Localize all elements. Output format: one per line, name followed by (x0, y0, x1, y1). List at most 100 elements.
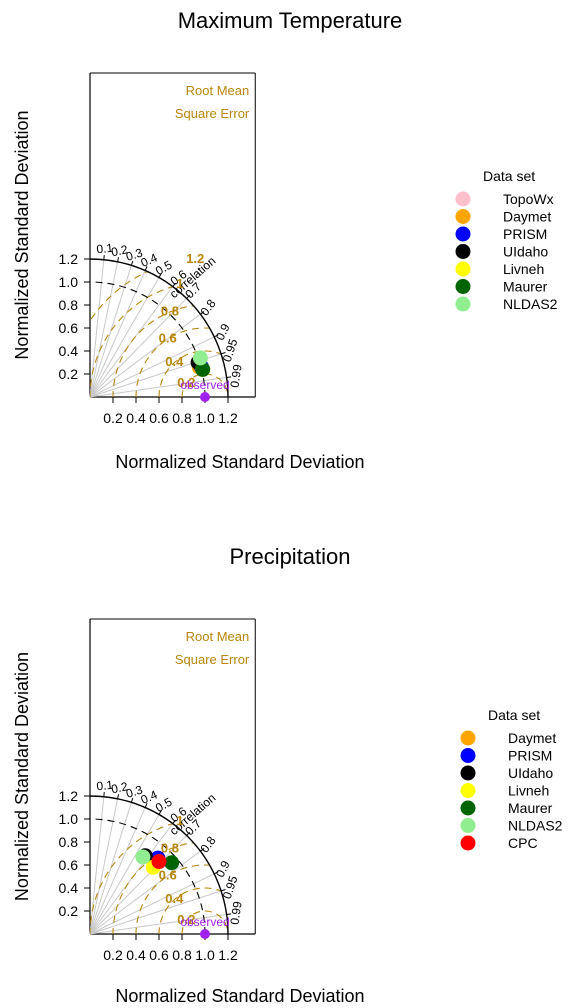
observed-label: observed (180, 378, 229, 392)
observed-label: observed (180, 915, 229, 929)
correlation-tick (144, 266, 148, 271)
x-tick-label: 0.4 (126, 947, 146, 963)
correlation-tick (213, 871, 219, 875)
legend-marker (455, 279, 471, 294)
correlation-tick-label: 0.99 (227, 900, 244, 925)
legend-marker (460, 730, 476, 746)
y-tick-label: 1.2 (59, 788, 79, 804)
legend-label: Daymet (503, 209, 551, 225)
rmse-level-label: 1.2 (186, 251, 204, 266)
y-tick-label: 1.0 (59, 811, 79, 827)
correlation-tick-label: 0.9 (213, 321, 233, 342)
y-tick-label: 0.2 (59, 903, 79, 919)
correlation-tick (200, 311, 205, 315)
correlation-tick (213, 334, 219, 338)
x-tick-label: 0.2 (103, 410, 123, 426)
y-tick-label: 0.2 (59, 366, 79, 382)
legend-marker (460, 818, 476, 833)
correlation-tick (130, 797, 134, 803)
correlation-tick (117, 257, 120, 262)
legend-title: Data set (483, 168, 535, 184)
correlation-tick-label: 0.3 (124, 782, 144, 800)
rmse-level-label: 0.2 (177, 912, 195, 927)
legend-marker (455, 296, 471, 312)
rmse-level-label: 0.4 (165, 891, 184, 906)
rmse-level-label: 0.6 (159, 330, 177, 345)
legend-label: UIdaho (508, 765, 553, 781)
rmse-title-line2: Square Error (175, 106, 250, 121)
correlation-line (89, 286, 174, 398)
x-axis-title: Normalized Standard Deviation (115, 986, 364, 1006)
legend-label: Livneh (503, 261, 544, 277)
y-tick-label: 0.8 (59, 834, 79, 850)
legend-title: Data set (488, 707, 540, 723)
legend-label: Livneh (508, 783, 549, 799)
y-axis-title: Normalized Standard Deviation (12, 110, 32, 359)
data-point-maurer (164, 855, 180, 871)
correlation-tick (226, 913, 232, 916)
legend-label: Daymet (508, 730, 556, 746)
x-tick-label: 0.8 (172, 947, 192, 963)
legend-label: PRISM (503, 226, 547, 242)
correlation-tick (144, 803, 148, 808)
correlation-tick-label: 0.4 (139, 250, 160, 270)
legend-label: UIdaho (503, 244, 548, 260)
rmse-level-label: 0.6 (159, 867, 177, 882)
legend-marker (455, 209, 471, 224)
correlation-line (89, 798, 119, 935)
rmse-level-label: 1 (176, 276, 183, 291)
legend-marker (460, 748, 476, 763)
x-tick-label: 0.2 (103, 947, 123, 963)
correlation-line (89, 835, 187, 935)
rmse-level-label: 0.4 (165, 354, 184, 369)
outer-arc (89, 795, 229, 935)
y-tick-label: 1.0 (59, 274, 79, 290)
x-tick-label: 0.6 (149, 947, 169, 963)
y-tick-label: 0.6 (59, 857, 79, 873)
rmse-level-label: 0.2 (177, 375, 195, 390)
rmse-title-line1: Root Mean (186, 629, 250, 644)
y-tick-label: 1.2 (59, 251, 79, 267)
x-tick-label: 1.0 (195, 410, 215, 426)
correlation-tick-label: 0.4 (139, 787, 160, 807)
rmse-arc (158, 350, 228, 397)
rmse-title-line2: Square Error (175, 652, 250, 667)
legend-marker (455, 261, 471, 277)
correlation-tick (158, 273, 162, 278)
correlation-tick-label: 0.9 (213, 858, 233, 879)
correlation-tick (226, 376, 232, 379)
chart-title: Precipitation (229, 544, 350, 569)
legend-label: NLDAS2 (503, 296, 558, 312)
correlation-tick (117, 794, 120, 799)
correlation-line (89, 298, 187, 398)
legend-label: TopoWx (503, 191, 554, 207)
correlation-tick-label: 0.1 (96, 241, 114, 257)
observed-point (200, 392, 210, 402)
rmse-level-label: 0.8 (161, 840, 179, 855)
observed-point (200, 929, 210, 939)
correlation-tick (186, 831, 191, 836)
correlation-tick-label: 0.1 (96, 778, 114, 794)
correlation-line (89, 823, 174, 935)
taylor-panel-1: Maximum Temperature0.10.20.30.40.50.60.7… (12, 8, 558, 472)
legend-label: PRISM (508, 748, 552, 764)
correlation-tick (130, 260, 134, 266)
y-tick-label: 0.8 (59, 297, 79, 313)
legend-marker (455, 244, 471, 259)
rmse-level-label: 1 (176, 813, 183, 828)
correlation-tick-label: 0.2 (110, 779, 129, 796)
x-axis-title: Normalized Standard Deviation (115, 452, 364, 472)
reference-std-arc (89, 818, 206, 935)
y-tick-label: 0.4 (59, 880, 79, 896)
correlation-tick (158, 810, 162, 815)
rmse-level-label: 0.8 (161, 303, 179, 318)
legend-marker (455, 226, 471, 242)
rmse-arc (135, 327, 228, 397)
legend-label: Maurer (508, 800, 553, 816)
legend-marker (460, 800, 476, 816)
legend-marker (460, 835, 476, 851)
y-axis-title: Normalized Standard Deviation (12, 652, 32, 901)
correlation-tick (220, 351, 226, 355)
correlation-tick (172, 282, 176, 287)
